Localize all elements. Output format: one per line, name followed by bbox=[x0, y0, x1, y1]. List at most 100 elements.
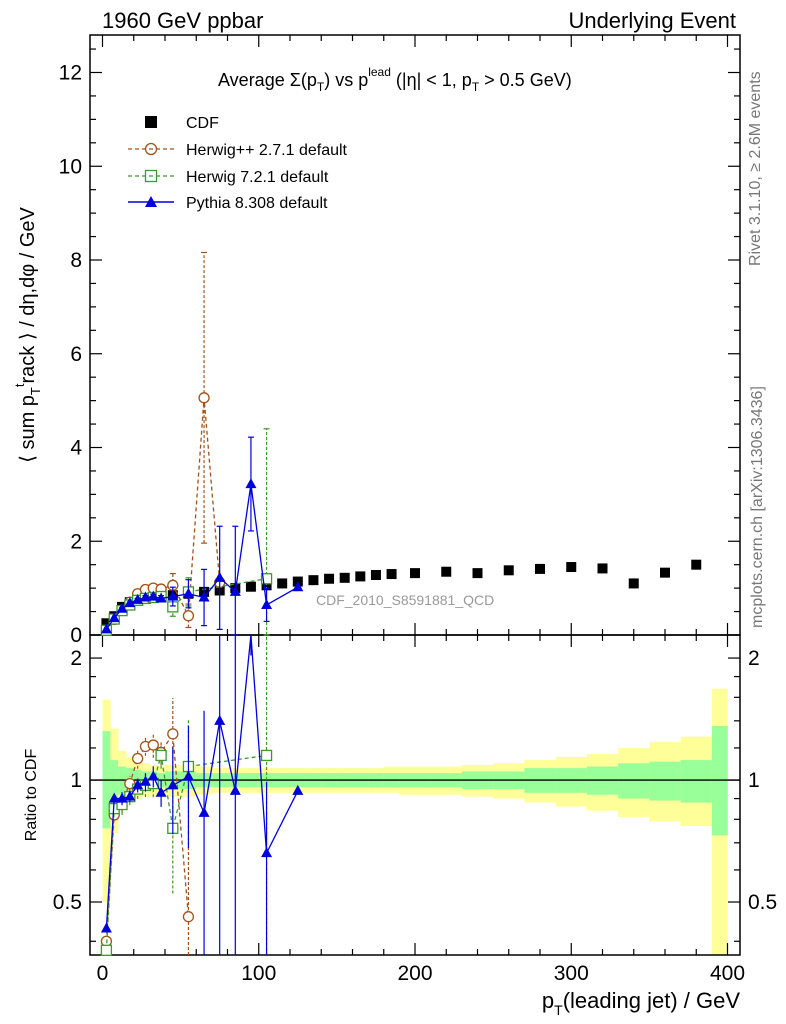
xlabel-p: p bbox=[542, 988, 554, 1013]
pythia-main-point bbox=[292, 581, 304, 592]
herwigpp-ratio-point bbox=[147, 739, 159, 751]
ratio-tick-label-left: 2 bbox=[70, 647, 82, 670]
cdf-main-point bbox=[503, 565, 514, 576]
pythia-main-point bbox=[167, 590, 179, 601]
plot-title-tail: > 0.5 GeV) bbox=[479, 70, 572, 90]
cdf-main-point bbox=[597, 563, 608, 574]
plot-title-sub-t2: T bbox=[472, 80, 480, 94]
ylabel-sub: T bbox=[28, 387, 43, 395]
legend-herwig7-marker bbox=[144, 169, 158, 183]
cdf-main-point bbox=[535, 563, 545, 574]
ratio-tick-label-left: 1 bbox=[70, 769, 82, 792]
plot-title-sup-lead: lead bbox=[368, 65, 391, 79]
legend-herwig7-label: Herwig 7.2.1 default bbox=[186, 169, 329, 186]
pythia-main-point bbox=[198, 591, 210, 602]
pythia-ratio-point bbox=[108, 792, 120, 803]
pythia-ratio-point bbox=[147, 770, 159, 781]
ylabel-sup: t bbox=[12, 383, 27, 387]
ylabel-prefix: ⟨ sum p bbox=[17, 395, 39, 463]
y-axis-label-main: ⟨ sum pTtrack ⟩ / dη,dφ / GeV bbox=[12, 206, 43, 462]
herwig7-ratio-point bbox=[260, 749, 273, 762]
rivet-version-label: Rivet 3.1.10, ≥ 2.6M events bbox=[747, 71, 764, 266]
pythia-main-point bbox=[155, 592, 167, 603]
pythia-main-point bbox=[229, 585, 241, 596]
pythia-main-point bbox=[139, 591, 151, 602]
y-tick-label: 2 bbox=[70, 530, 82, 553]
pythia-main-point bbox=[147, 590, 159, 601]
plot-title-prefix: Average bbox=[218, 70, 290, 90]
pythia-ratio-point bbox=[198, 806, 210, 817]
xlabel-sub: T bbox=[554, 1002, 563, 1018]
pythia-ratio-point bbox=[292, 784, 304, 795]
series-herwig7 bbox=[100, 428, 273, 956]
header-right: Underlying Event bbox=[568, 8, 736, 33]
pythia-ratio-point bbox=[155, 786, 167, 797]
ratio-band-inner bbox=[618, 763, 650, 799]
legend-pythia-marker bbox=[145, 196, 157, 207]
ratio-tick-label-right: 2 bbox=[748, 647, 760, 670]
herwigpp-ratio-point bbox=[167, 728, 179, 740]
plot-title: Average Σ(pT) vs plead (|η| < 1, pT > 0.… bbox=[218, 65, 572, 94]
cdf-main-point bbox=[370, 570, 381, 580]
y-tick-label: 0 bbox=[70, 624, 82, 647]
ratio-tick-label-right: 1 bbox=[748, 769, 760, 792]
legend-herwigpp-label: Herwig++ 2.7.1 default bbox=[186, 142, 348, 159]
herwig7-ratio-point bbox=[155, 749, 167, 762]
legend: CDF Herwig++ 2.7.1 default Herwig 7.2.1 … bbox=[128, 115, 348, 212]
pythia-main-point bbox=[245, 478, 257, 489]
pythia-ratio-point bbox=[229, 784, 241, 795]
mcplots-label: mcplots.cern.ch [arXiv:1306.3436] bbox=[749, 386, 766, 628]
xlabel-rest: (leading jet) / GeV bbox=[563, 988, 741, 1013]
cdf-main-point bbox=[101, 618, 112, 629]
ratio-tick-label-right: 0.5 bbox=[748, 891, 777, 914]
y-tick-label: 4 bbox=[70, 437, 82, 460]
herwigpp-main-point bbox=[182, 610, 195, 622]
x-tick-label: 0 bbox=[97, 962, 109, 985]
pythia-main-point bbox=[124, 597, 136, 608]
pythia-ratio-point bbox=[132, 779, 144, 790]
plot-title-sub-t: T bbox=[317, 80, 325, 94]
plot-title-sigma: Σ(p bbox=[290, 70, 317, 90]
pythia-ratio-line bbox=[105, 634, 299, 929]
herwigpp-ratio-point bbox=[182, 911, 195, 923]
cdf-main-point bbox=[245, 581, 256, 592]
ratio-band-inner bbox=[680, 760, 713, 803]
pythia-main-point bbox=[261, 599, 273, 609]
pythia-main-point bbox=[116, 602, 128, 613]
cdf-main-point bbox=[339, 572, 350, 583]
cdf-main-point bbox=[691, 559, 702, 570]
ylabel-suffix: rack ⟩ / dη,dφ / GeV bbox=[17, 206, 39, 383]
cdf-main-point bbox=[628, 578, 639, 589]
series-layer bbox=[100, 251, 702, 956]
cdf-main-point bbox=[472, 568, 483, 579]
herwigpp-ratio-point bbox=[132, 752, 144, 765]
series-pythia bbox=[100, 436, 304, 955]
cdf-main-point bbox=[261, 580, 272, 591]
pythia-main-point bbox=[214, 571, 226, 582]
pythia-ratio-point bbox=[139, 775, 151, 786]
x-axis-label: pT(leading jet) / GeV bbox=[542, 988, 740, 1018]
cdf-main-point bbox=[355, 571, 366, 582]
cdf-main-point bbox=[308, 575, 319, 586]
header-left: 1960 GeV ppbar bbox=[102, 8, 263, 33]
plot-title-mid: ) vs p bbox=[324, 70, 368, 90]
pythia-main-point bbox=[100, 623, 112, 634]
legend-pythia-label: Pythia 8.308 default bbox=[186, 195, 328, 212]
y-tick-label: 8 bbox=[70, 249, 82, 272]
legend-cdf-marker bbox=[145, 116, 157, 128]
cdf-main-point bbox=[410, 568, 420, 579]
pythia-ratio-point bbox=[167, 779, 179, 790]
pythia-ratio-point bbox=[100, 922, 112, 933]
x-tick-label: 300 bbox=[554, 962, 589, 985]
cdf-main-point bbox=[566, 562, 577, 573]
analysis-watermark: CDF_2010_S8591881_QCD bbox=[316, 592, 494, 608]
plot-title-suffix: (|η| < 1, p bbox=[391, 70, 472, 90]
legend-cdf-label: CDF bbox=[186, 115, 219, 132]
pythia-ratio-point bbox=[261, 847, 273, 858]
cdf-main-point bbox=[441, 566, 452, 577]
cdf-main-point bbox=[324, 573, 335, 584]
svg-text:⟨ sum pTtrack ⟩ / dη,dφ / GeV: ⟨ sum pTtrack ⟩ / dη,dφ / GeV bbox=[12, 206, 43, 462]
y-tick-label: 12 bbox=[59, 62, 82, 85]
cdf-main-point bbox=[277, 578, 288, 589]
